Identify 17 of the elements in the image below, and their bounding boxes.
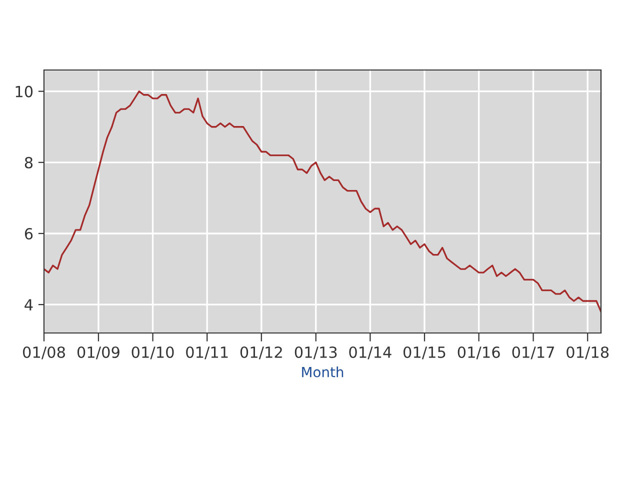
x-tick-label: 01/12 <box>240 346 282 360</box>
x-tick-label: 01/10 <box>132 346 174 360</box>
x-tick-label: 01/13 <box>294 346 337 360</box>
y-tick-label: 4 <box>24 299 33 310</box>
x-tick-label: 01/18 <box>566 346 609 360</box>
y-tick-label: 6 <box>24 228 33 240</box>
y-tick-label: 8 <box>24 156 33 168</box>
x-tick-label: 01/14 <box>349 346 392 360</box>
x-tick-label: 01/17 <box>512 346 554 360</box>
y-tick-label: 10 <box>16 86 33 98</box>
line-series <box>44 90 601 313</box>
x-tick-label: 01/15 <box>404 346 446 360</box>
x-tick-label: 01/08 <box>22 346 65 360</box>
x-axis-title: Month <box>302 366 344 378</box>
x-tick-label: 01/11 <box>186 346 228 360</box>
x-tick-label: 01/09 <box>77 346 120 360</box>
x-tick-label: 01/16 <box>458 346 500 360</box>
